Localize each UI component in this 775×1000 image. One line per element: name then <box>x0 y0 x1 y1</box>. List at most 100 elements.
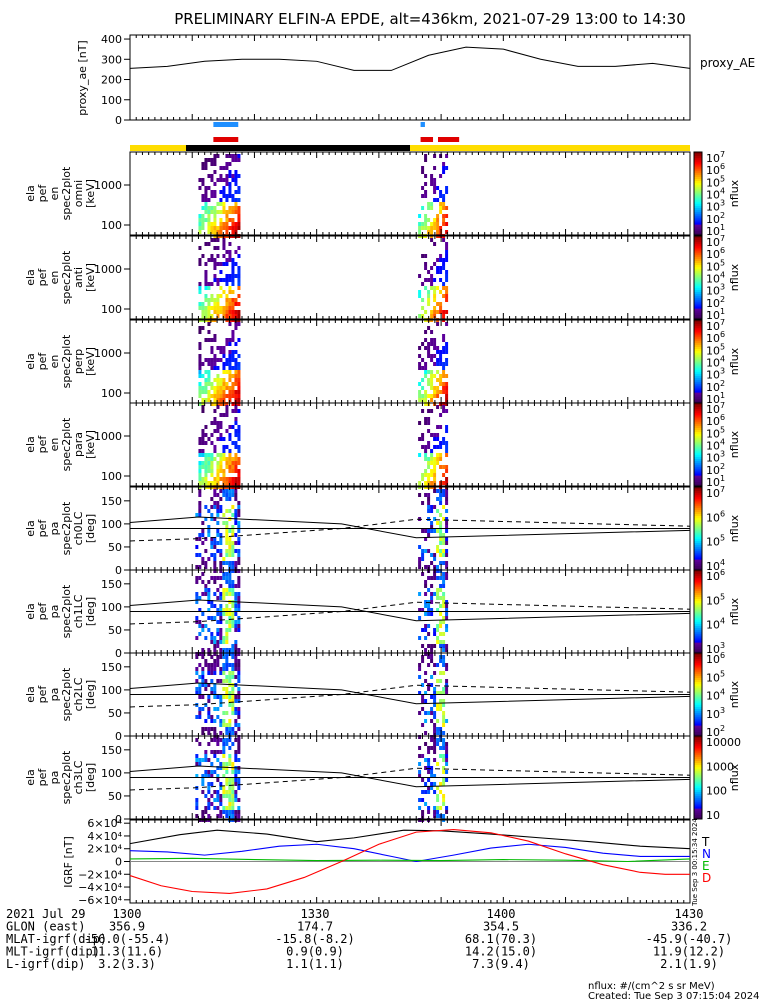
spectro-cell <box>219 679 223 683</box>
spectro-cell <box>225 386 229 390</box>
spectro-cell <box>234 409 238 413</box>
spectro-cell <box>427 342 431 346</box>
spectro-cell <box>234 521 238 525</box>
spectro-cell <box>222 612 226 616</box>
igrf-legend-E: E <box>702 859 710 873</box>
spectro-cell <box>234 655 238 659</box>
spectro-cell <box>198 537 202 541</box>
spectro-cell <box>225 338 229 342</box>
spectro-cell <box>231 810 235 814</box>
science-zone-red <box>438 137 460 142</box>
spectro-cell <box>228 342 232 346</box>
spectro-cell <box>210 794 214 798</box>
spectro-cell <box>234 417 238 421</box>
colorbar-cell <box>694 567 702 571</box>
spectro-cell <box>225 194 229 198</box>
colorbar-tick-label: 103 <box>706 450 725 465</box>
spectro-cell <box>439 699 443 703</box>
spectro-cell <box>228 561 232 565</box>
spectro-cell <box>427 497 431 501</box>
spectro-cell <box>210 663 214 667</box>
spectro-cell <box>442 294 446 298</box>
spectro-cell <box>442 473 446 477</box>
spectro-cell <box>231 616 235 620</box>
spectro-cell <box>424 648 428 652</box>
colorbar-cell <box>694 663 702 666</box>
spectro-cell <box>222 394 226 398</box>
colorbar-cell <box>694 493 702 496</box>
spectro-cell <box>213 170 217 174</box>
spectro-cell <box>436 545 440 549</box>
spectro-cell <box>436 489 440 493</box>
spectro-cell <box>195 687 199 691</box>
colorbar-cell <box>694 611 702 615</box>
spectro-cell <box>418 667 422 671</box>
spectro-cell <box>228 663 232 667</box>
spectro-cell <box>216 310 220 314</box>
spectro-cell <box>439 310 443 314</box>
spectro-cell <box>225 628 229 632</box>
spectro-cell <box>210 762 214 766</box>
spectro-cell <box>442 561 446 565</box>
spectro-cell <box>219 390 223 394</box>
spectro-cell <box>424 766 428 770</box>
spectro-cell <box>442 604 446 608</box>
spectro-cell <box>213 652 217 656</box>
spectro-cell <box>204 465 208 469</box>
spectro-cell <box>228 608 232 612</box>
spectro-cell <box>424 691 428 695</box>
table-cell: 174.7 <box>297 920 333 934</box>
spectro-cell <box>433 346 437 350</box>
spectro-cell <box>237 437 241 441</box>
spectro-cell <box>198 683 202 687</box>
spectro-cell <box>201 731 205 735</box>
spectro-cell <box>445 274 449 278</box>
colorbar-cell <box>694 711 702 714</box>
colorbar-tick-label: 104 <box>706 438 725 453</box>
spectro-cell <box>421 445 425 449</box>
spectro-cell <box>219 270 223 274</box>
spectro-cell <box>225 592 229 596</box>
igrf-legend-N: N <box>702 847 711 861</box>
spectro-cell <box>442 663 446 667</box>
spectro-cell <box>225 762 229 766</box>
spectro-cell <box>231 513 235 517</box>
spectro-cell <box>216 750 220 754</box>
spectro-cell <box>201 557 205 561</box>
colorbar-cell <box>694 185 702 188</box>
spectro-cell <box>439 727 443 731</box>
spectro-cell <box>234 154 238 158</box>
spectro-cell <box>210 782 214 786</box>
colorbar-cell <box>694 729 702 733</box>
spectro-cell <box>430 481 434 485</box>
spectro-cell <box>216 453 220 457</box>
spectro-cell <box>430 330 434 334</box>
colorbar-cell <box>694 762 702 766</box>
spectro-cell <box>228 457 232 461</box>
science-zone-red <box>420 137 434 142</box>
spectro-cell <box>204 210 208 214</box>
spectro-cell <box>442 687 446 691</box>
spectro-cell <box>210 162 214 166</box>
colorbar-cell <box>694 650 702 654</box>
panel-ytick-label: 100 <box>101 219 122 232</box>
spectro-cell <box>210 513 214 517</box>
spectro-cell <box>424 194 428 198</box>
spectro-cell <box>237 310 241 314</box>
spectro-cell <box>231 541 235 545</box>
spectro-cell <box>213 493 217 497</box>
spectro-cell <box>231 782 235 786</box>
spectro-cell <box>219 350 223 354</box>
spectro-cell <box>439 501 443 505</box>
colorbar-cell <box>694 174 702 178</box>
spectro-cell <box>225 742 229 746</box>
spectro-cell <box>231 549 235 553</box>
spectro-cell <box>207 616 211 620</box>
spectro-cell <box>430 612 434 616</box>
colorbar-cell <box>694 736 702 739</box>
colorbar-cell <box>694 316 702 320</box>
spectro-cell <box>216 612 220 616</box>
spectro-cell <box>222 671 226 675</box>
colorbar-cell <box>694 308 702 312</box>
spectro-cell <box>445 497 449 501</box>
